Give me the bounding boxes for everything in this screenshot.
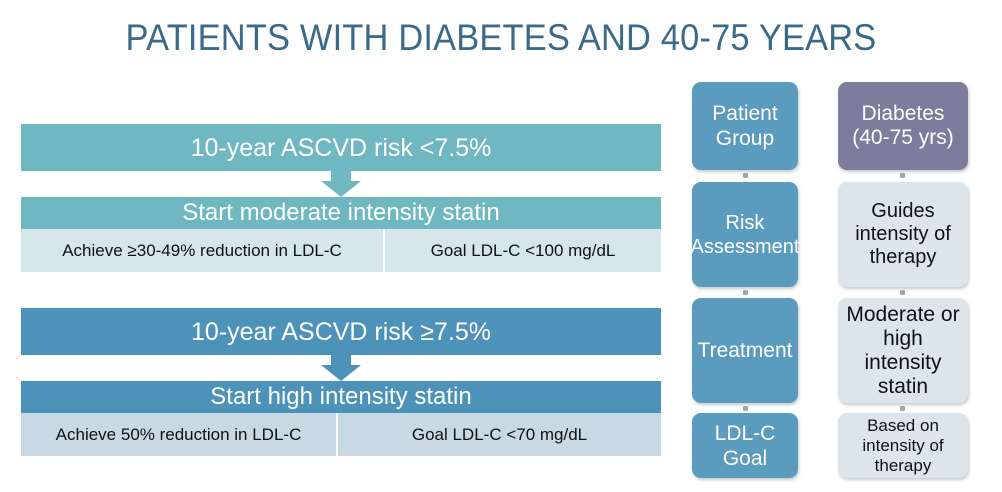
summary-row-label: Patient Group [692, 82, 798, 170]
detail-goal-high: Goal LDL-C <70 mg/dL [411, 424, 588, 444]
row-connector-dot [900, 173, 905, 178]
row-connector-dot [743, 173, 748, 178]
treatment-bar-high: Start high intensity statin [21, 381, 661, 413]
risk-bar-moderate: 10-year ASCVD risk <7.5% [21, 124, 661, 171]
treatment-bar-moderate: Start moderate intensity statin [21, 197, 661, 229]
summary-table: Patient Group Diabetes (40-75 yrs) Risk Asses… [691, 82, 968, 478]
row-connector-dot [900, 290, 905, 295]
summary-row-label: Risk Assessment [691, 182, 799, 287]
row-connector-dot [743, 290, 748, 295]
row-connector-dot [900, 406, 905, 411]
detail-reduction-moderate: Achieve ≥30-49% reduction in LDL-C [21, 229, 385, 272]
arrow-stem [331, 355, 351, 365]
arrow-stem [331, 171, 351, 181]
arrow-down-icon-high [321, 355, 361, 381]
detail-row-high: Achieve 50% reduction in LDL-C Goal LDL-… [21, 413, 661, 456]
summary-row-value: Guides intensity of therapy [838, 182, 968, 287]
summary-row-value: Moderate or high intensity statin [838, 298, 968, 403]
summary-row: LDL-C Goal Based on intensity of therapy [692, 413, 968, 478]
arrow-down-icon-moderate [321, 171, 361, 197]
detail-reduction-high: Achieve 50% reduction in LDL-C [21, 413, 338, 456]
summary-row-value: Diabetes (40-75 yrs) [838, 82, 968, 170]
risk-bar-high: 10-year ASCVD risk ≥7.5% [21, 308, 661, 355]
summary-row-value: Based on intensity of therapy [838, 413, 968, 478]
summary-row-label: Treatment [692, 298, 798, 403]
detail-goal-moderate: Goal LDL-C <100 mg/dL [430, 240, 616, 260]
summary-row: Patient Group Diabetes (40-75 yrs) [692, 82, 968, 170]
summary-row: Treatment Moderate or high intensity statin [692, 298, 968, 403]
arrow-head [321, 181, 361, 197]
treatment-flowchart: 10-year ASCVD risk <7.5% Start moderate … [21, 124, 661, 456]
summary-row: Risk Assessment Guides intensity of therapy [691, 182, 968, 287]
row-connector-dot [743, 406, 748, 411]
arrow-head [321, 365, 361, 381]
detail-row-moderate: Achieve ≥30-49% reduction in LDL-C Goal … [21, 229, 661, 272]
page-title: PATIENTS WITH DIABETES AND 40-75 YEARS [125, 17, 877, 58]
summary-row-label: LDL-C Goal [692, 413, 798, 478]
